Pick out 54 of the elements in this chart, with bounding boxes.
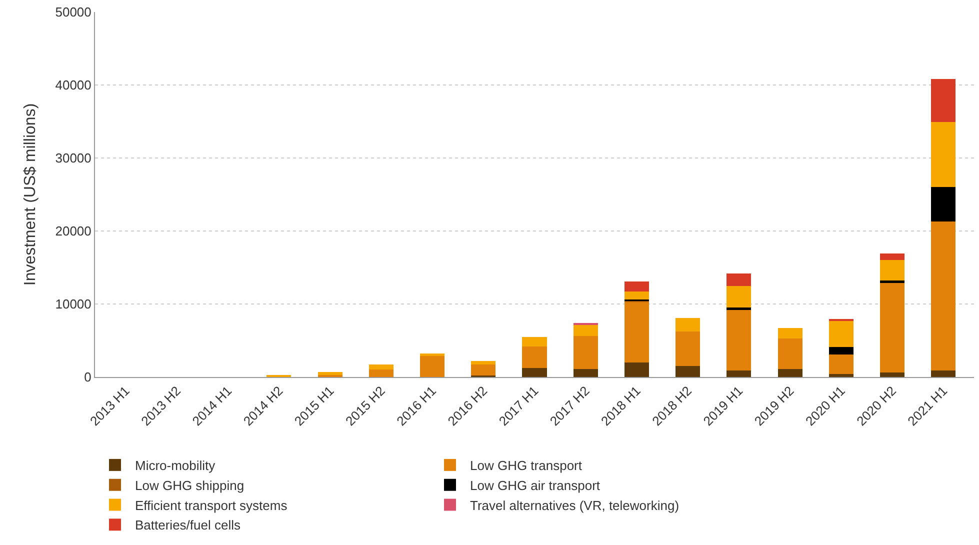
bar bbox=[676, 332, 700, 366]
bar bbox=[778, 328, 802, 338]
bar bbox=[828, 347, 854, 354]
bar bbox=[726, 273, 752, 286]
bar bbox=[368, 370, 394, 377]
bar bbox=[624, 302, 649, 362]
bar bbox=[471, 360, 496, 365]
bar bbox=[624, 362, 649, 377]
legend-label: Low GHG transport bbox=[470, 458, 582, 474]
bar bbox=[828, 374, 854, 377]
y-tick-label: 20000 bbox=[55, 224, 92, 239]
legend-label: Micro-mobility bbox=[135, 458, 216, 474]
legend-label: Batteries/fuel cells bbox=[135, 518, 241, 533]
legend-label: Low GHG shipping bbox=[135, 478, 244, 493]
bar bbox=[573, 336, 598, 369]
bar bbox=[726, 286, 752, 308]
legend-label: Travel alternatives (VR, teleworking) bbox=[470, 498, 680, 513]
bar bbox=[880, 260, 904, 281]
bar bbox=[931, 79, 956, 122]
legend-label: Low GHG air transport bbox=[470, 478, 600, 493]
y-tick-label: 10000 bbox=[55, 296, 92, 312]
bar bbox=[522, 368, 547, 377]
bar bbox=[368, 364, 394, 370]
bar bbox=[880, 254, 904, 260]
bar bbox=[931, 370, 956, 377]
bar bbox=[726, 309, 752, 370]
bar bbox=[828, 354, 854, 374]
bar bbox=[573, 325, 598, 336]
bar bbox=[318, 372, 342, 375]
bar bbox=[880, 282, 904, 373]
y-tick-label: 40000 bbox=[55, 78, 92, 93]
bar bbox=[828, 320, 854, 348]
bar bbox=[880, 372, 904, 377]
bar bbox=[676, 318, 700, 332]
bar bbox=[778, 368, 802, 377]
bar bbox=[931, 122, 956, 188]
bar bbox=[778, 338, 802, 369]
bar bbox=[726, 370, 752, 377]
bar bbox=[931, 222, 956, 370]
bar bbox=[573, 368, 598, 377]
legend-label: Efficient transport systems bbox=[135, 498, 288, 513]
bar bbox=[522, 346, 547, 368]
bar bbox=[471, 364, 496, 376]
y-axis-title: Investment (US$ millions) bbox=[22, 103, 40, 286]
bar bbox=[624, 292, 649, 300]
bar bbox=[522, 336, 547, 346]
y-tick-label: 0 bbox=[84, 370, 92, 385]
y-tick-label: 50000 bbox=[55, 4, 92, 20]
y-tick-label: 30000 bbox=[55, 150, 92, 166]
bar bbox=[573, 322, 598, 326]
bar bbox=[420, 356, 445, 377]
bar bbox=[676, 366, 700, 377]
bar bbox=[931, 187, 956, 222]
bar bbox=[624, 281, 649, 292]
